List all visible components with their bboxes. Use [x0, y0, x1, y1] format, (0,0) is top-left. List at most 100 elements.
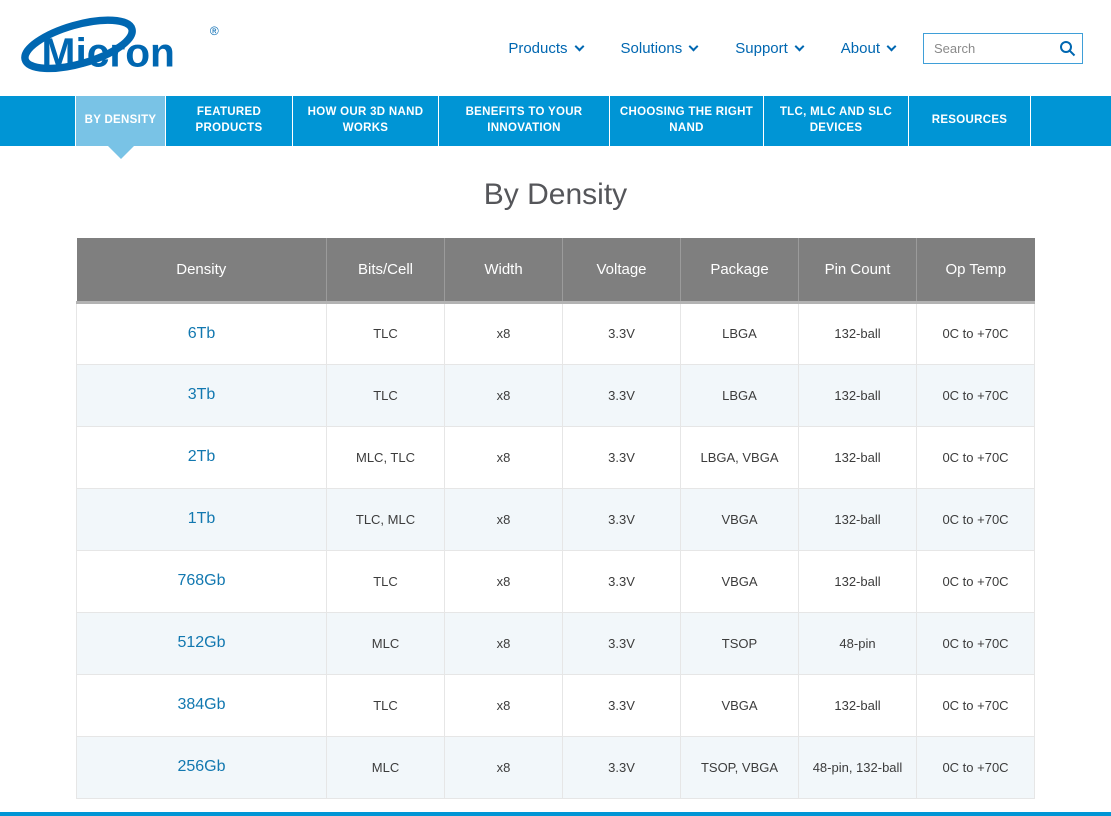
column-header-op-temp: Op Temp [916, 238, 1035, 304]
active-tab-caret-icon [106, 145, 135, 159]
cell-width: x8 [444, 426, 563, 489]
cell-density: 384Gb [76, 674, 327, 737]
tab-label: FEATURED PRODUCTS [195, 106, 263, 134]
cell-width: x8 [444, 550, 563, 613]
tab-choosing-the-right-nand[interactable]: CHOOSING THE RIGHT NAND [610, 96, 764, 146]
nav-solutions[interactable]: Solutions [620, 39, 699, 57]
table-row: 2Tb MLC, TLC x8 3.3V LBGA, VBGA 132-ball 0C to… [76, 426, 1035, 489]
cell-voltage: 3.3V [562, 550, 681, 613]
cell-density: 1Tb [76, 488, 327, 551]
logo-registered-mark: ® [210, 24, 219, 38]
cell-density: 2Tb [76, 426, 327, 489]
cell-bits-cell: MLC [326, 612, 445, 675]
nav-products[interactable]: Products [508, 40, 584, 57]
tab-resources[interactable]: RESOURCES [909, 96, 1031, 146]
cell-op-temp: 0C to +70C [916, 736, 1035, 799]
table-row: 3Tb TLC x8 3.3V LBGA 132-ball 0C to +70C [76, 364, 1035, 427]
cell-op-temp: 0C to +70C [916, 674, 1035, 737]
cell-package: LBGA, VBGA [680, 426, 799, 489]
search-button[interactable] [1055, 37, 1079, 60]
table-row: 6Tb TLC x8 3.3V LBGA 132-ball 0C to +70C [76, 302, 1035, 365]
table-row: 768Gb TLC x8 3.3V VBGA 132-ball 0C to +70C [76, 550, 1035, 613]
cell-op-temp: 0C to +70C [916, 426, 1035, 489]
logo-wordmark: Micron [42, 30, 175, 76]
cell-voltage: 3.3V [562, 302, 681, 365]
cell-package: VBGA [680, 488, 799, 551]
density-link-2tb[interactable]: 2Tb [187, 448, 216, 465]
cell-density: 256Gb [76, 736, 327, 799]
cell-pin-count: 132-ball [798, 364, 917, 427]
cell-pin-count: 132-ball [798, 674, 917, 737]
cell-width: x8 [444, 302, 563, 365]
cell-bits-cell: TLC [326, 364, 445, 427]
tab-label: CHOOSING THE RIGHT NAND [619, 106, 754, 134]
tab-by-density[interactable]: BY DENSITY [75, 96, 166, 159]
chevron-down-icon [886, 41, 897, 51]
site-header: Micron ® Products Solutions Support About [0, 0, 1111, 96]
nav-link-label: Solutions [620, 39, 683, 57]
cell-voltage: 3.3V [562, 488, 681, 551]
cell-voltage: 3.3V [562, 364, 681, 427]
logo-orbit-swoosh-icon [21, 16, 136, 73]
column-header-pin-count: Pin Count [798, 238, 917, 304]
cell-density: 768Gb [76, 550, 327, 613]
footer-strip [0, 812, 1111, 816]
cell-pin-count: 48-pin [798, 612, 917, 675]
column-header-bits-cell: Bits/Cell [326, 238, 445, 304]
nav-link-label: Support [735, 39, 788, 57]
cell-width: x8 [444, 488, 563, 551]
column-header-package: Package [680, 238, 799, 304]
search-box [923, 32, 1083, 64]
tab-tlc-mlc-and-slc-devices[interactable]: TLC, MLC AND SLC DEVICES [764, 96, 909, 146]
cell-pin-count: 132-ball [798, 550, 917, 613]
cell-voltage: 3.3V [562, 674, 681, 737]
tab-bar: BY DENSITY FEATURED PRODUCTS HOW OUR 3D NA… [0, 96, 1111, 159]
cell-voltage: 3.3V [562, 612, 681, 675]
page-title: By Density [483, 178, 628, 211]
column-header-density: Density [76, 238, 327, 304]
column-header-voltage: Voltage [562, 238, 681, 304]
density-link-384gb[interactable]: 384Gb [177, 696, 226, 713]
cell-density: 3Tb [76, 364, 327, 427]
nav-support[interactable]: Support [735, 39, 805, 57]
cell-bits-cell: MLC [326, 736, 445, 799]
density-table: Density Bits/Cell Width Voltage Package Pin C… [76, 238, 1035, 799]
cell-package: TSOP [680, 612, 799, 675]
cell-package: VBGA [680, 550, 799, 613]
cell-op-temp: 0C to +70C [916, 302, 1035, 365]
cell-bits-cell: TLC [326, 302, 445, 365]
tab-label: BY DENSITY [84, 114, 157, 127]
table-header-row: Density Bits/Cell Width Voltage Package Pin C… [76, 238, 1035, 304]
tab-how-our-3d-nand-works[interactable]: HOW OUR 3D NAND WORKS [293, 96, 439, 146]
density-link-256gb[interactable]: 256Gb [177, 758, 226, 775]
density-link-512gb[interactable]: 512Gb [177, 634, 226, 651]
tab-label: BENEFITS TO YOUR INNOVATION [465, 106, 583, 134]
cell-package: VBGA [680, 674, 799, 737]
chevron-down-icon [574, 41, 584, 51]
tab-featured-products[interactable]: FEATURED PRODUCTS [166, 96, 293, 146]
chevron-down-icon [794, 41, 805, 51]
cell-width: x8 [444, 674, 563, 737]
micron-logo[interactable]: Micron ® [16, 11, 241, 85]
cell-density: 512Gb [76, 612, 327, 675]
tab-benefits-to-your-innovation[interactable]: BENEFITS TO YOUR INNOVATION [439, 96, 610, 146]
cell-op-temp: 0C to +70C [916, 612, 1035, 675]
cell-pin-count: 132-ball [798, 488, 917, 551]
search-input[interactable] [923, 32, 1083, 64]
cell-op-temp: 0C to +70C [916, 550, 1035, 613]
density-link-6tb[interactable]: 6Tb [187, 324, 216, 342]
nav-link-label: About [840, 39, 880, 57]
search-icon [1059, 40, 1075, 56]
cell-voltage: 3.3V [562, 736, 681, 799]
table-row: 256Gb MLC x8 3.3V TSOP, VBGA 48-pin, 132-ball… [76, 736, 1035, 799]
density-link-1tb[interactable]: 1Tb [187, 510, 216, 527]
cell-bits-cell: TLC [326, 674, 445, 737]
cell-density: 6Tb [76, 302, 327, 365]
cell-width: x8 [444, 612, 563, 675]
nav-about[interactable]: About [840, 39, 897, 57]
density-link-3tb[interactable]: 3Tb [187, 386, 216, 403]
cell-pin-count: 132-ball [798, 302, 917, 365]
cell-voltage: 3.3V [562, 426, 681, 489]
density-link-768gb[interactable]: 768Gb [177, 572, 226, 589]
